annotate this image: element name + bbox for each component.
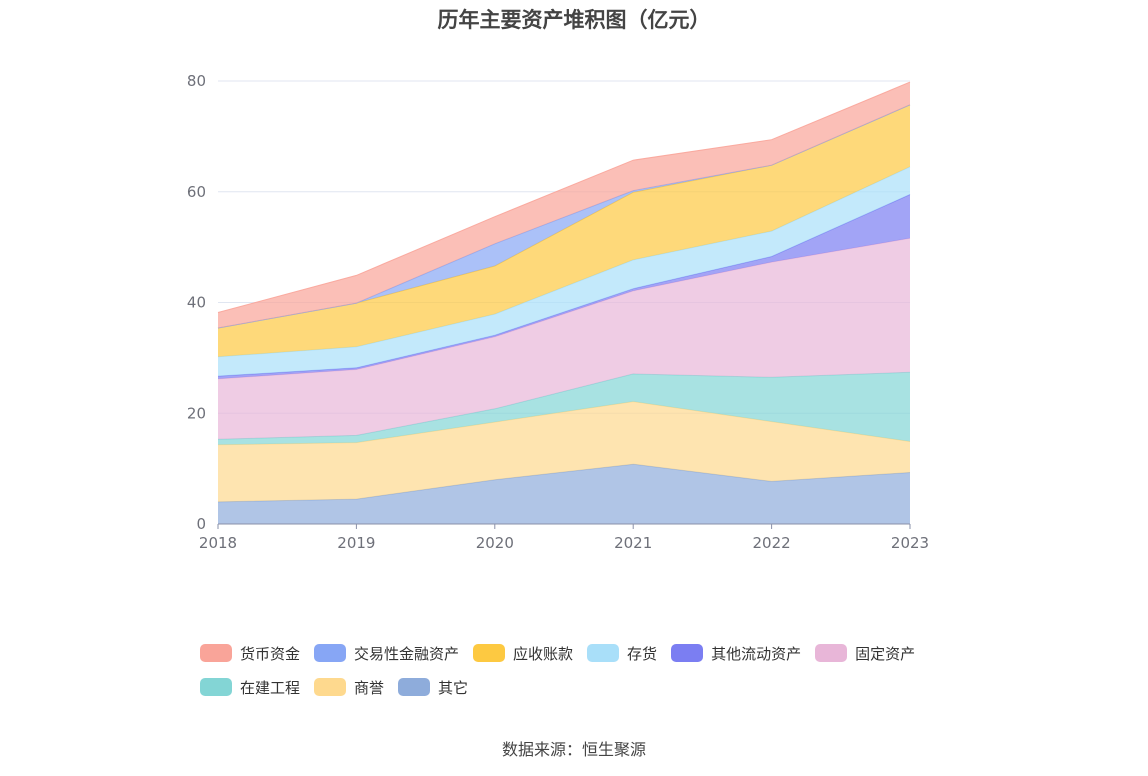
series-line-9 bbox=[217, 81, 911, 313]
legend-item[interactable]: 交易性金融资产 bbox=[314, 643, 459, 664]
chart-title: 历年主要资产堆积图（亿元） bbox=[437, 8, 711, 32]
area-2 bbox=[218, 401, 910, 502]
legend-label: 应收账款 bbox=[513, 644, 574, 663]
legend-label: 其他流动资产 bbox=[711, 644, 802, 663]
legend-item[interactable]: 固定资产 bbox=[815, 643, 915, 664]
area-3 bbox=[218, 372, 910, 445]
area-9 bbox=[218, 82, 910, 328]
y-tick-label: 40 bbox=[187, 294, 206, 312]
legend-label: 存货 bbox=[627, 644, 658, 663]
legend-row: 货币资金 交易性金融资产 应收账款 存货 其他流动资产 固定资产 bbox=[200, 636, 1000, 670]
area-series bbox=[217, 81, 911, 524]
chart-plot: 0 20 40 60 80 2018 2019 2020 2021 2022 2023 bbox=[187, 72, 929, 552]
area-6 bbox=[218, 166, 910, 377]
legend-swatch bbox=[200, 644, 232, 662]
y-tick-label: 80 bbox=[187, 72, 206, 90]
axes: 0 20 40 60 80 2018 2019 2020 2021 2022 2023 bbox=[187, 72, 929, 552]
legend-item[interactable]: 货币资金 bbox=[200, 643, 300, 664]
y-tick-label: 60 bbox=[187, 183, 206, 201]
area-4 bbox=[218, 238, 910, 440]
area-1 bbox=[218, 464, 910, 524]
x-tick-label: 2023 bbox=[891, 534, 929, 552]
area-7 bbox=[218, 104, 910, 357]
legend-item[interactable]: 存货 bbox=[587, 643, 657, 664]
x-tick-label: 2022 bbox=[753, 534, 791, 552]
legend: 货币资金 交易性金融资产 应收账款 存货 其他流动资产 固定资产 在建工程 商誉 其它 bbox=[200, 636, 1000, 704]
source-note: 数据来源：恒生聚源 bbox=[501, 740, 646, 759]
legend-label: 固定资产 bbox=[855, 644, 916, 663]
legend-item[interactable]: 商誉 bbox=[314, 677, 384, 698]
x-tick-label: 2018 bbox=[199, 534, 237, 552]
legend-swatch bbox=[398, 678, 431, 696]
legend-item[interactable]: 在建工程 bbox=[200, 677, 300, 698]
legend-swatch bbox=[314, 678, 347, 696]
legend-label: 交易性金融资产 bbox=[354, 644, 460, 663]
legend-item[interactable]: 其它 bbox=[398, 677, 468, 698]
x-tick-label: 2020 bbox=[476, 534, 514, 552]
y-tick-label: 0 bbox=[196, 515, 206, 533]
legend-item[interactable]: 其他流动资产 bbox=[671, 643, 801, 664]
legend-label: 货币资金 bbox=[240, 644, 301, 663]
legend-swatch bbox=[587, 644, 620, 662]
legend-swatch bbox=[671, 644, 704, 662]
legend-label: 商誉 bbox=[354, 678, 385, 697]
legend-row: 在建工程 商誉 其它 bbox=[200, 670, 1000, 704]
legend-swatch bbox=[815, 644, 848, 662]
legend-label: 在建工程 bbox=[240, 678, 301, 697]
legend-label: 其它 bbox=[438, 678, 469, 697]
legend-item[interactable]: 应收账款 bbox=[473, 643, 573, 664]
x-tick-label: 2021 bbox=[614, 534, 652, 552]
legend-swatch bbox=[473, 644, 506, 662]
legend-swatch bbox=[200, 678, 232, 696]
legend-swatch bbox=[314, 644, 347, 662]
x-tick-label: 2019 bbox=[337, 534, 375, 552]
y-tick-label: 20 bbox=[187, 404, 206, 422]
